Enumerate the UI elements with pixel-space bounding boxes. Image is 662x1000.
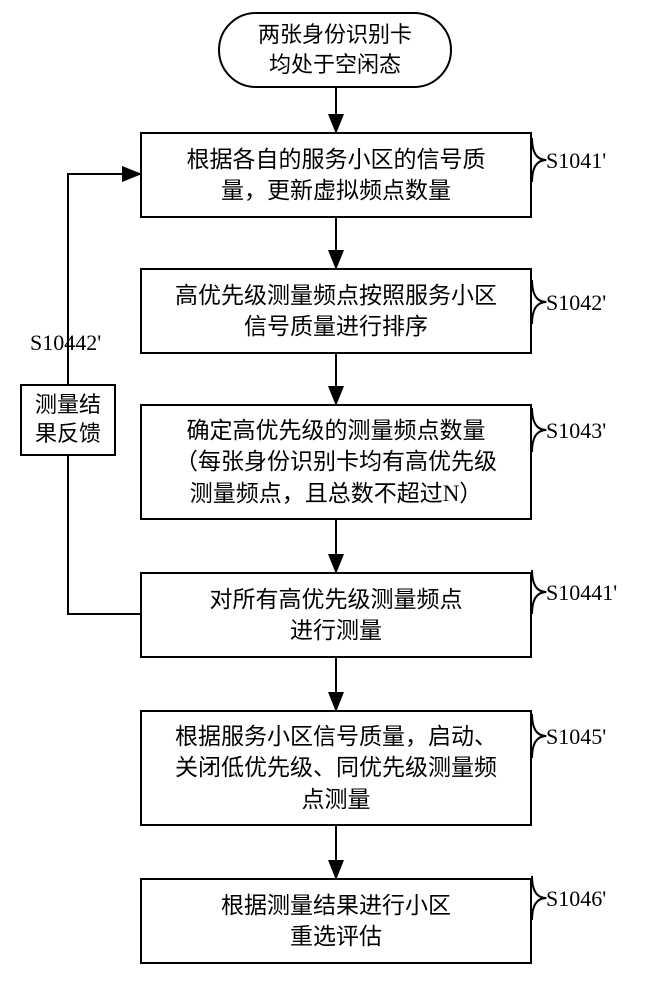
step-4-label: S10441' bbox=[546, 580, 617, 606]
step-4: 对所有高优先级测量频点进行测量 bbox=[140, 572, 532, 658]
feedback-node: 测量结果反馈 bbox=[20, 384, 116, 456]
feedback-label: S10442' bbox=[30, 330, 101, 356]
flowchart-canvas: 两张身份识别卡均处于空闲态 根据各自的服务小区的信号质量，更新虚拟频点数量 S1… bbox=[0, 0, 662, 1000]
start-node: 两张身份识别卡均处于空闲态 bbox=[218, 12, 452, 88]
step-1-label: S1041' bbox=[546, 148, 606, 174]
step-2-label: S1042' bbox=[546, 290, 606, 316]
step-3: 确定高优先级的测量频点数量（每张身份识别卡均有高优先级测量频点，且总数不超过N） bbox=[140, 404, 532, 520]
step-2: 高优先级测量频点按照服务小区信号质量进行排序 bbox=[140, 268, 532, 354]
step-3-label: S1043' bbox=[546, 418, 606, 444]
step-1: 根据各自的服务小区的信号质量，更新虚拟频点数量 bbox=[140, 132, 532, 218]
step-6: 根据测量结果进行小区重选评估 bbox=[140, 878, 532, 964]
step-5: 根据服务小区信号质量，启动、关闭低优先级、同优先级测量频点测量 bbox=[140, 710, 532, 826]
step-5-label: S1045' bbox=[546, 724, 606, 750]
step-6-label: S1046' bbox=[546, 886, 606, 912]
